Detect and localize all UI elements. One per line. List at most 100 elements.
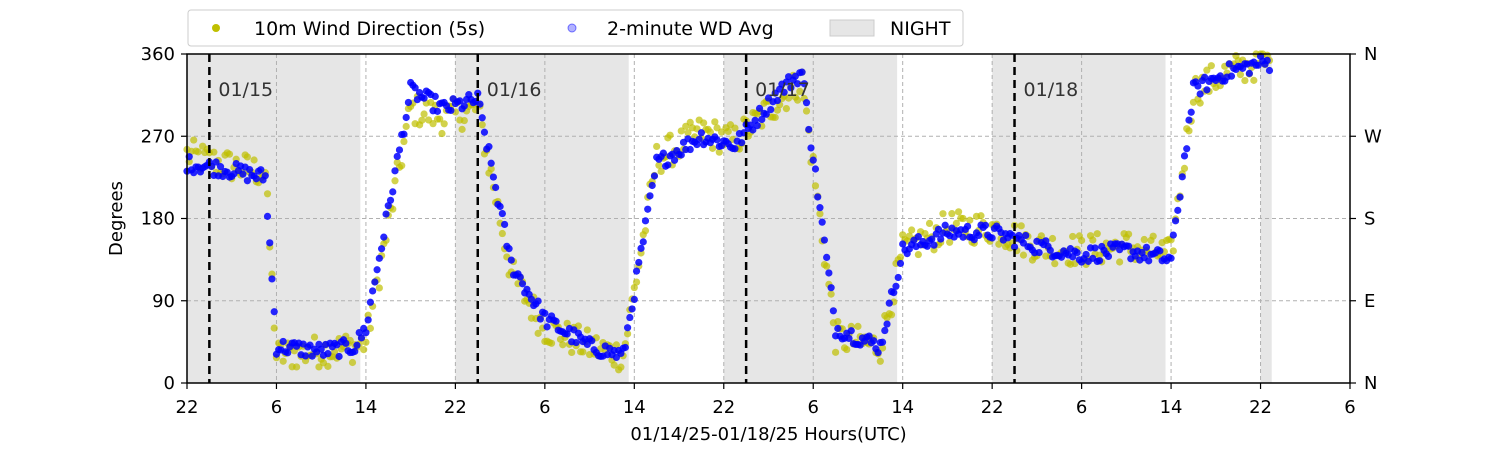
data-point-series-1 xyxy=(773,96,782,105)
data-point-series-0 xyxy=(1180,164,1189,172)
data-point-series-1 xyxy=(279,337,287,346)
y-axis-label: Degrees xyxy=(106,181,127,256)
data-point-series-1 xyxy=(266,239,274,247)
y-right-tick-label: W xyxy=(1364,126,1382,147)
data-point-series-1 xyxy=(1035,248,1043,257)
date-label: 01/17 xyxy=(755,79,810,101)
data-point-series-1 xyxy=(632,267,641,275)
data-point-series-1 xyxy=(865,332,873,340)
data-point-series-1 xyxy=(252,175,260,183)
data-point-series-0 xyxy=(559,341,567,349)
data-point-series-0 xyxy=(1124,230,1133,238)
data-point-series-1 xyxy=(362,329,370,337)
data-point-series-1 xyxy=(834,324,842,333)
data-point-series-0 xyxy=(1116,258,1124,266)
y-tick-label: 270 xyxy=(141,126,175,147)
data-point-series-1 xyxy=(807,144,815,152)
data-point-series-1 xyxy=(1042,237,1050,245)
legend-marker-wind-direction xyxy=(212,24,220,32)
data-point-series-1 xyxy=(1183,145,1191,153)
data-point-series-0 xyxy=(292,363,301,371)
data-point-series-0 xyxy=(977,212,985,220)
data-point-series-1 xyxy=(393,152,401,161)
data-point-series-1 xyxy=(878,338,887,346)
data-point-series-1 xyxy=(825,269,833,277)
data-point-series-0 xyxy=(811,182,820,190)
data-point-series-0 xyxy=(623,330,632,338)
data-point-series-1 xyxy=(780,88,788,96)
data-point-series-0 xyxy=(641,227,650,235)
data-point-series-1 xyxy=(1174,206,1182,214)
data-point-series-1 xyxy=(758,115,766,124)
data-point-series-0 xyxy=(717,128,726,136)
data-point-series-0 xyxy=(270,324,278,332)
data-point-series-1 xyxy=(478,114,486,122)
data-point-series-1 xyxy=(527,295,536,303)
data-point-series-1 xyxy=(380,233,388,241)
data-point-series-1 xyxy=(762,110,770,118)
data-point-series-1 xyxy=(447,106,455,115)
data-point-series-1 xyxy=(485,143,493,151)
data-point-series-1 xyxy=(239,170,247,178)
data-point-series-0 xyxy=(429,120,437,128)
data-point-series-1 xyxy=(820,236,829,244)
data-point-series-0 xyxy=(1093,230,1101,238)
legend-label-wd-avg: 2-minute WD Avg xyxy=(607,18,774,40)
data-point-series-0 xyxy=(946,238,954,246)
data-point-series-1 xyxy=(1196,90,1204,98)
data-point-series-1 xyxy=(433,107,442,115)
data-point-series-1 xyxy=(697,129,706,137)
data-point-series-1 xyxy=(1010,243,1019,251)
data-point-series-0 xyxy=(887,311,896,319)
data-point-series-0 xyxy=(1017,222,1025,230)
x-tick-label: 22 xyxy=(176,397,199,418)
data-point-series-1 xyxy=(713,136,721,144)
data-point-series-1 xyxy=(659,149,667,157)
data-point-series-1 xyxy=(670,156,679,164)
data-point-series-1 xyxy=(536,315,544,323)
data-point-series-1 xyxy=(885,299,893,307)
data-point-series-0 xyxy=(896,253,905,261)
data-point-series-1 xyxy=(507,256,515,264)
data-point-series-1 xyxy=(959,233,967,241)
data-point-series-1 xyxy=(1169,231,1177,239)
data-point-series-0 xyxy=(715,148,723,156)
data-point-series-0 xyxy=(831,348,840,356)
data-point-series-1 xyxy=(641,217,650,225)
data-point-series-1 xyxy=(628,305,636,313)
data-point-series-0 xyxy=(402,122,410,131)
data-point-series-1 xyxy=(930,241,938,249)
data-point-series-0 xyxy=(655,161,663,169)
x-axis-label: 01/14/25-01/18/25 Hours(UTC) xyxy=(630,424,906,445)
data-point-series-1 xyxy=(505,245,513,253)
data-point-series-1 xyxy=(639,238,647,246)
data-point-series-0 xyxy=(460,116,468,125)
data-point-series-1 xyxy=(386,196,395,204)
data-point-series-1 xyxy=(190,169,198,177)
data-point-series-1 xyxy=(1187,108,1195,116)
y-tick-label: 0 xyxy=(164,373,175,394)
y-right-tick-label: N xyxy=(1364,373,1377,394)
data-point-series-0 xyxy=(498,229,506,238)
data-point-series-1 xyxy=(377,245,386,253)
data-point-series-0 xyxy=(843,345,851,354)
data-point-series-0 xyxy=(324,362,332,370)
data-point-series-1 xyxy=(411,84,419,92)
data-point-series-0 xyxy=(876,357,884,365)
data-point-series-1 xyxy=(324,350,332,358)
data-point-series-1 xyxy=(811,165,820,173)
data-point-series-1 xyxy=(644,205,652,213)
data-point-series-0 xyxy=(632,278,641,286)
x-tick-label: 22 xyxy=(1249,397,1272,418)
data-point-series-0 xyxy=(400,137,408,146)
data-point-series-1 xyxy=(431,92,439,101)
date-label: 01/16 xyxy=(487,79,542,101)
data-point-series-0 xyxy=(617,363,625,371)
data-point-series-1 xyxy=(970,236,978,244)
date-label: 01/15 xyxy=(218,79,273,101)
data-point-series-1 xyxy=(798,68,806,76)
data-point-series-0 xyxy=(823,262,831,270)
data-point-series-1 xyxy=(541,309,549,317)
data-point-series-0 xyxy=(534,329,542,337)
data-point-series-0 xyxy=(1241,76,1249,85)
